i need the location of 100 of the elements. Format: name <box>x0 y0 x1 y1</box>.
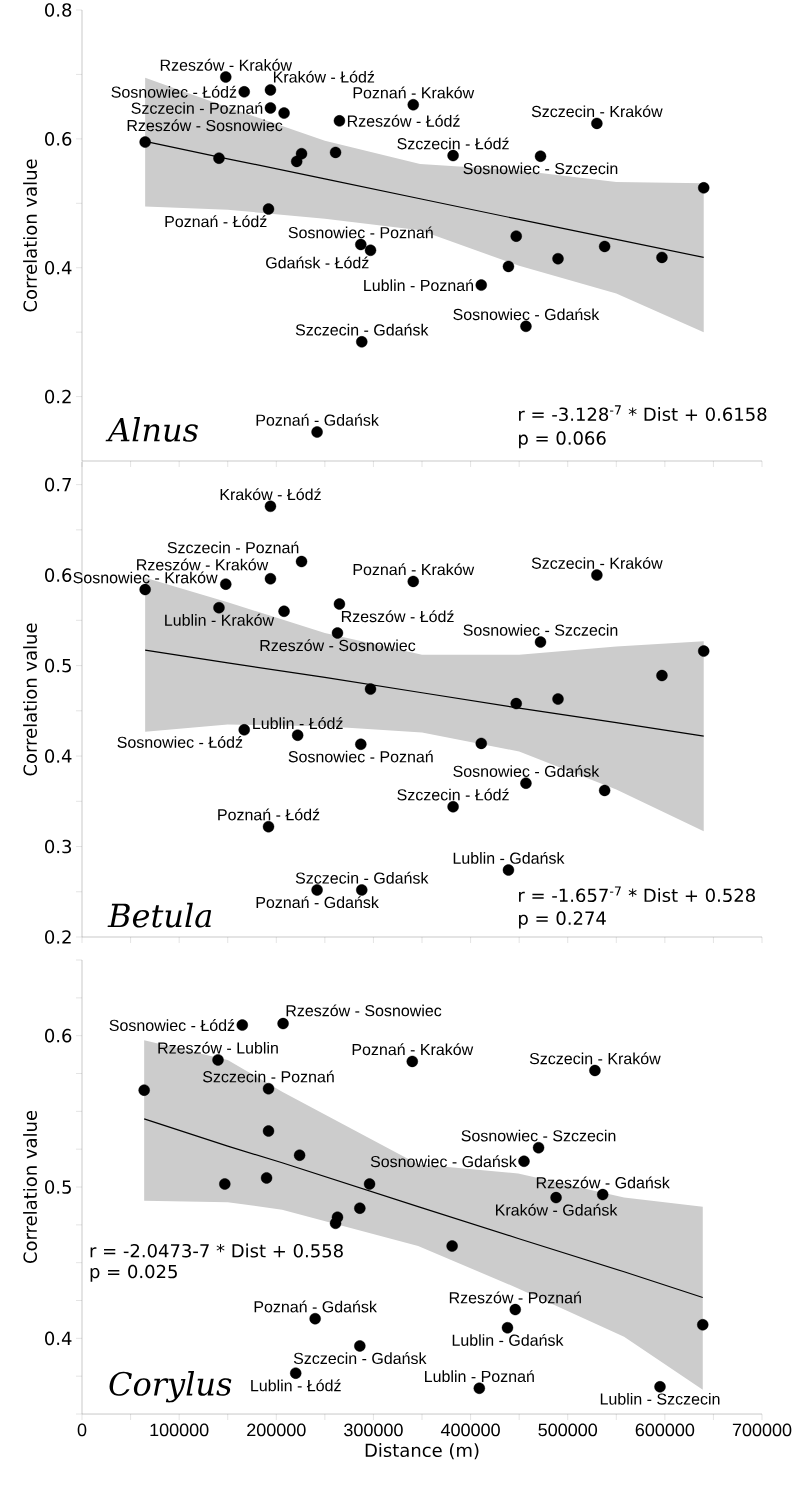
x-tick-label: 600000 <box>635 1423 695 1437</box>
y-tick-label: 0.7 <box>45 477 71 492</box>
x-tick-label: 300000 <box>344 1423 403 1437</box>
annotation: Szczecin - Gdańsk <box>293 1352 427 1365</box>
point <box>407 575 419 588</box>
point <box>290 155 303 168</box>
x-tick-label: 700000 <box>732 1423 792 1437</box>
annotation: r = -3.128$^{-7}$ * Dist + 0.6158 <box>519 405 767 422</box>
point <box>363 1178 376 1190</box>
point <box>446 1240 458 1252</box>
annotation: Szczecin - Gdańsk <box>295 871 429 884</box>
annotation: Sosnowiec - Gdańsk <box>453 765 600 777</box>
x-axis-title: Distance (m) <box>365 1443 479 1460</box>
annotation: Szczecin - Łódź <box>397 137 509 150</box>
point <box>260 1172 273 1184</box>
annotation: Sosnowiec - Gdańsk <box>453 308 600 321</box>
annotation: Szczecin - Kraków <box>531 105 663 118</box>
point <box>475 279 487 291</box>
annotation: Rzeszów - Poznań <box>449 1291 581 1304</box>
point <box>238 86 250 98</box>
point <box>262 1125 275 1137</box>
y-tick-label: 0.4 <box>45 749 72 763</box>
point <box>356 336 368 348</box>
point <box>589 1064 601 1077</box>
point <box>311 426 323 438</box>
x-tick-label: 100000 <box>150 1423 209 1437</box>
point <box>139 583 151 596</box>
point <box>520 777 532 789</box>
point <box>329 146 342 159</box>
y-tick-label: 0.5 <box>45 658 71 673</box>
annotation: Sosnowiec - Łódź <box>111 85 237 98</box>
point <box>698 645 710 657</box>
y-tick-label: 0.5 <box>45 1180 71 1194</box>
point <box>596 1188 609 1201</box>
annotation: Kraków - Gdańsk <box>496 1203 618 1216</box>
point <box>278 605 290 617</box>
point <box>355 238 367 251</box>
point <box>264 573 277 585</box>
point <box>333 115 346 127</box>
annotation: Rzeszów - Kraków <box>160 58 293 71</box>
annotation: Szczecin - Kraków <box>529 1052 661 1065</box>
point <box>598 240 611 253</box>
annotation: Sosnowiec - Poznań <box>288 226 433 239</box>
x-tick-label: 0 <box>77 1423 87 1437</box>
annotation: Sosnowiec - Łódź <box>117 736 243 748</box>
point <box>356 884 368 896</box>
point <box>139 136 151 148</box>
point <box>309 1312 321 1325</box>
point <box>510 230 522 242</box>
annotation: Rzeszów - Łódź <box>347 114 460 127</box>
annotation: Szczecin - Poznań <box>167 541 299 554</box>
point <box>473 1382 486 1394</box>
point <box>262 1082 275 1095</box>
annotation: Poznań - Gdańsk <box>256 896 379 909</box>
y-tick-label: 0.2 <box>45 930 71 944</box>
point <box>291 729 304 741</box>
point <box>138 1084 150 1096</box>
point <box>534 636 547 648</box>
point <box>406 1055 418 1068</box>
annotation: p = 0.025 <box>90 1264 177 1282</box>
point <box>290 1367 302 1379</box>
point <box>220 71 232 83</box>
point <box>502 864 515 876</box>
point <box>212 1054 224 1066</box>
annotation: Rzeszów - Sosnowiec <box>260 639 416 652</box>
point <box>220 578 232 590</box>
point <box>534 150 547 162</box>
annotation: Rzeszów - Sosnowiec <box>127 119 283 132</box>
annotation: Poznań - Gdańsk <box>256 413 379 426</box>
annotation: Szczecin - Kraków <box>531 556 663 569</box>
point <box>656 251 668 264</box>
annotation: Sosnowiec - Łódź <box>109 1019 235 1032</box>
point <box>355 738 367 750</box>
y-axis-title: Correlation value <box>23 1110 38 1264</box>
point <box>264 102 277 114</box>
annotation: Poznań - Gdańsk <box>254 1300 377 1313</box>
point <box>654 1381 666 1393</box>
y-tick-label: 0.3 <box>45 839 72 854</box>
annotation: Lublin - Gdańsk <box>453 851 565 864</box>
point <box>264 500 277 513</box>
point <box>552 253 564 265</box>
point <box>552 693 564 705</box>
point <box>354 1202 366 1214</box>
point <box>532 1141 545 1154</box>
point <box>698 182 710 194</box>
point <box>236 1019 248 1031</box>
annotation: Poznań - Łódź <box>165 215 267 228</box>
annotation: Poznań - Kraków <box>353 563 475 576</box>
annotation: Lublin - Gdańsk <box>452 1333 564 1346</box>
annotation: Lublin - Łódź <box>253 717 343 730</box>
annotation: Szczecin - Łódź <box>397 788 509 801</box>
annotation: Lublin - Kraków <box>165 613 275 626</box>
annotation: r = -1.657$^{-7}$ * Dist + 0.528 <box>519 886 755 903</box>
y-axis-title: Correlation value <box>23 623 38 776</box>
point <box>262 820 275 833</box>
annotation: Lublin - Poznań <box>425 1370 534 1383</box>
annotation: Rzeszów - Łódź <box>341 610 454 623</box>
annotation: Lublin - Łódź <box>251 1379 341 1392</box>
annotation: Sosnowiec - Poznań <box>288 750 433 763</box>
point <box>277 1017 289 1030</box>
